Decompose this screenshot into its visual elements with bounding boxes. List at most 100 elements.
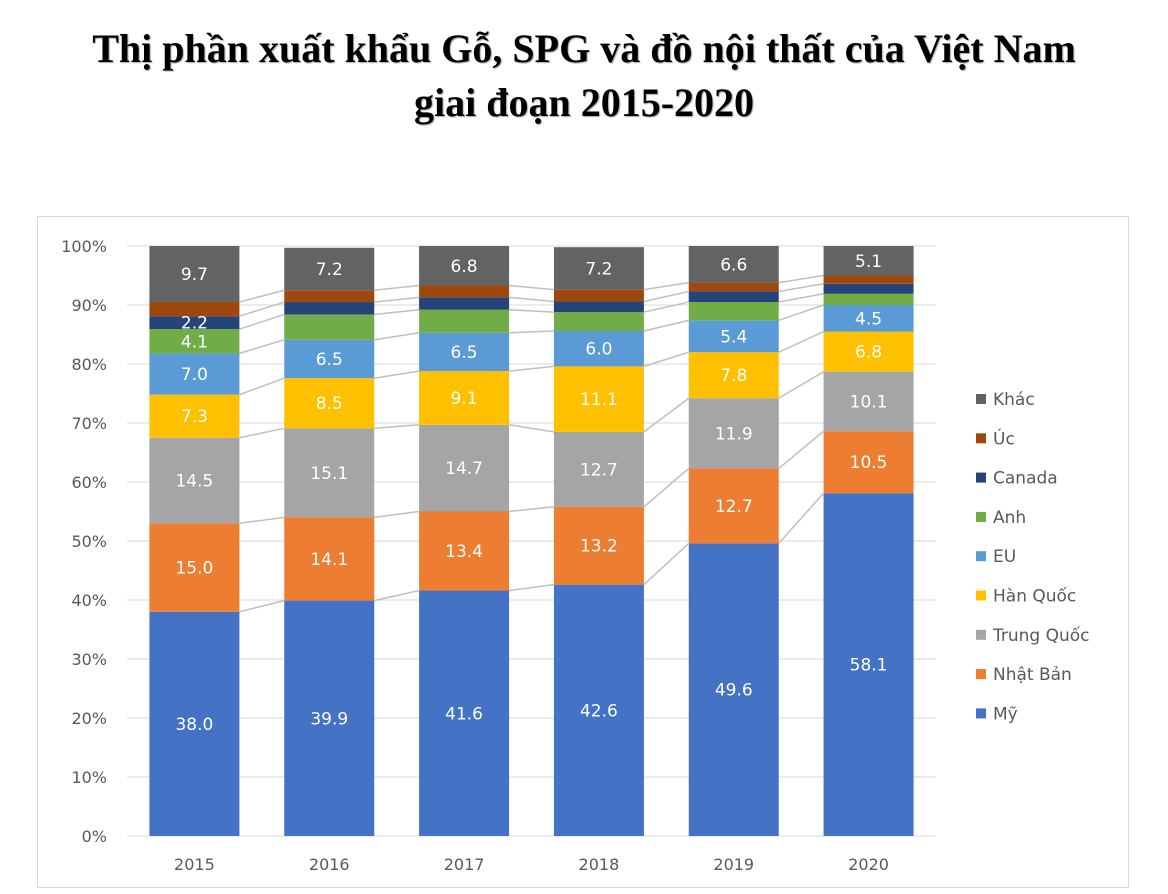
legend-swatch	[976, 590, 986, 601]
data-label: 4.5	[855, 309, 882, 329]
legend-swatch	[976, 511, 986, 522]
data-label: 6.5	[316, 350, 343, 370]
data-label: 14.1	[310, 550, 348, 570]
series-connector-line	[778, 330, 824, 353]
bar-segment	[149, 437, 240, 524]
bar-segment	[688, 468, 779, 544]
series-connector-line	[239, 313, 285, 330]
series-connector-line	[778, 492, 825, 544]
bar-segment	[823, 283, 914, 294]
series-connector-line	[239, 339, 285, 355]
x-tick-label: 2015	[174, 855, 215, 874]
series-connector-line	[239, 301, 285, 317]
data-label: 7.2	[585, 259, 612, 279]
legend-swatch	[976, 669, 986, 680]
bar-segment	[284, 378, 375, 429]
series-connector-line	[509, 330, 554, 334]
bar-segment	[823, 246, 914, 276]
bar-segment	[823, 275, 914, 284]
legend-swatch	[976, 629, 986, 640]
bar-segment	[823, 431, 914, 494]
bar-segment	[688, 398, 779, 469]
series-connector-line	[508, 583, 555, 592]
series-connector-line	[239, 599, 285, 613]
legend-swatch	[976, 551, 986, 562]
data-label: 15.0	[175, 559, 213, 579]
bar-segment	[688, 320, 779, 353]
series-connector-line	[509, 365, 554, 372]
x-tick-label: 2017	[444, 855, 485, 874]
series-connector-line	[374, 284, 420, 291]
data-label: 4.1	[181, 332, 208, 352]
bar-segment	[419, 332, 510, 372]
bar-segment	[284, 517, 375, 601]
series-connector-line	[374, 510, 420, 519]
data-label: 6.8	[855, 343, 882, 363]
series-connector-line	[374, 331, 420, 341]
bar-segment	[419, 285, 510, 298]
bar-segment	[688, 282, 779, 292]
x-tick-label: 2020	[848, 855, 889, 874]
bar-segment	[688, 302, 779, 321]
data-label: 6.0	[585, 340, 612, 360]
series-connector-line	[374, 589, 420, 602]
bar-segment	[284, 428, 375, 518]
series-connector-line	[239, 427, 285, 439]
series-connector-line	[509, 506, 554, 513]
data-label: 11.9	[715, 424, 753, 444]
data-label: 8.5	[316, 394, 343, 414]
bar-segment	[149, 523, 240, 612]
bar-segment	[688, 291, 779, 303]
x-tick-label: 2019	[713, 855, 754, 874]
stacked-bar-chart: 0% 10% 20% 30% 40% 50% 60% 70% 80% 90% 100% 38.0 39.…	[61, 237, 1089, 874]
series-connector-line	[643, 397, 690, 433]
y-tick-label: 90%	[71, 296, 107, 315]
x-tick-label: 2018	[579, 855, 620, 874]
series-connector-line	[374, 296, 420, 303]
bar-segment	[284, 314, 375, 340]
series-connector-line	[508, 424, 555, 433]
y-tick-label: 10%	[71, 768, 107, 787]
data-label: 13.4	[445, 542, 483, 562]
series-connector-line	[643, 290, 689, 303]
data-label: 7.3	[181, 407, 208, 427]
bar-segment	[553, 431, 644, 507]
bar-segment	[823, 493, 914, 836]
data-label: 15.1	[310, 464, 348, 484]
series-connector-line	[778, 293, 824, 303]
y-tick-label: 50%	[71, 532, 107, 551]
data-label: 10.5	[850, 453, 888, 473]
series-connector-line	[239, 377, 285, 396]
series-connector-line	[643, 319, 689, 332]
bar-segment	[419, 309, 510, 333]
legend-label: Hàn Quốc	[993, 586, 1076, 607]
legend-swatch	[976, 394, 986, 404]
bar-segment	[553, 289, 644, 302]
bar-segment	[284, 339, 375, 379]
data-label: 41.6	[445, 704, 483, 724]
bar-segment	[688, 246, 779, 283]
series-connector-line	[778, 304, 824, 322]
data-label: 9.1	[451, 389, 478, 409]
bar-segment	[823, 305, 914, 332]
data-label: 2.2	[181, 314, 208, 334]
legend-swatch	[976, 433, 986, 444]
data-label: 11.1	[580, 390, 618, 410]
data-label: 6.8	[451, 257, 478, 277]
bar-segment	[149, 394, 240, 438]
bar-segment	[149, 246, 240, 303]
y-tick-label: 40%	[71, 591, 107, 610]
legend-label: Anh	[993, 508, 1026, 528]
series-connector-line	[374, 370, 420, 379]
data-label: 39.9	[310, 709, 348, 729]
legend-label: Khác	[993, 390, 1035, 410]
bar-segment	[419, 590, 510, 836]
bar-segment	[553, 247, 644, 290]
bar-segment	[149, 611, 240, 836]
chart-area: 0% 10% 20% 30% 40% 50% 60% 70% 80% 90% 100% 38.0 39.…	[37, 216, 1129, 888]
bar-segment	[284, 302, 375, 315]
bar-segment	[553, 366, 644, 432]
bar-segment	[688, 352, 779, 399]
bar-segment	[149, 329, 240, 354]
series-connector-line	[643, 467, 690, 508]
